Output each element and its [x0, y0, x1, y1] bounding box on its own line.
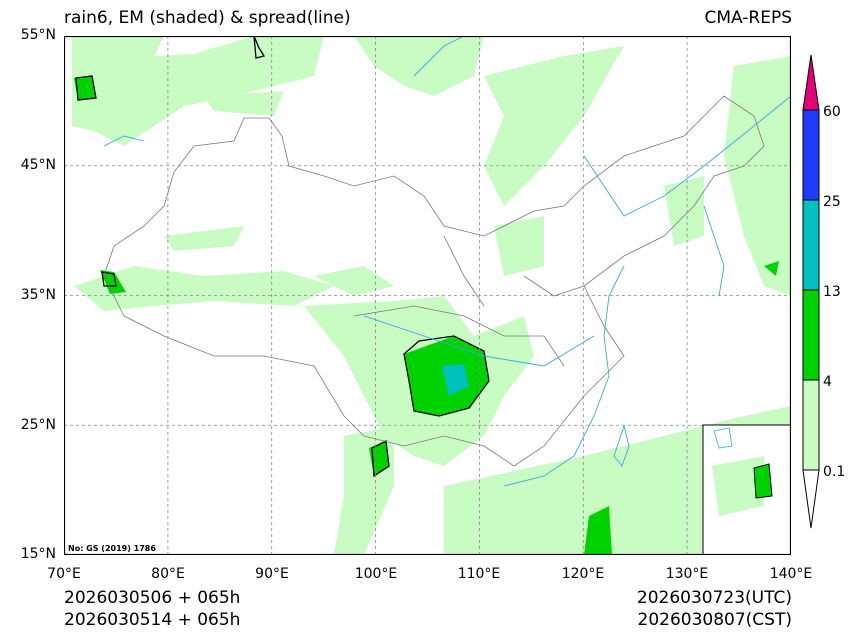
lon-tick-70: 70°E [47, 566, 81, 582]
valid-time-utc: 2026030723(UTC) [636, 588, 792, 608]
colorbar-tick-4: 4 [823, 374, 832, 390]
south-china-sea-inset [702, 424, 791, 555]
lat-tick-25: 25°N [20, 417, 56, 433]
rain-heavy-shading [442, 364, 469, 396]
colorbar-tick-13: 13 [823, 284, 841, 300]
lat-tick-35: 35°N [20, 287, 56, 303]
map-approval-note: No: GS (2019) 1786 [68, 544, 156, 553]
lon-tick-140: 140°E [769, 566, 813, 582]
lon-tick-100: 100°E [354, 566, 398, 582]
valid-time-cst: 2026030807(CST) [637, 610, 792, 630]
lat-tick-45: 45°N [20, 157, 56, 173]
precipitation-map: No: GS (2019) 1786 [64, 36, 791, 555]
lon-tick-80: 80°E [151, 566, 185, 582]
colorbar-tick-0-1: 0.1 [823, 464, 846, 480]
spread-contours [75, 36, 490, 478]
init-time-utc: 2026030506 + 065h [64, 588, 241, 608]
colorbar-tick-25: 25 [823, 194, 841, 210]
colorbar [802, 54, 820, 529]
colorbar-tick-60: 60 [823, 104, 841, 120]
country-borders [103, 95, 765, 467]
graticule [64, 36, 791, 555]
init-time-cst: 2026030514 + 065h [64, 610, 241, 630]
model-source-label: CMA-REPS [704, 8, 792, 28]
lat-tick-55: 55°N [20, 27, 56, 43]
coastlines-rivers [103, 36, 791, 487]
lat-tick-15: 15°N [20, 546, 56, 562]
lon-tick-110: 110°E [457, 566, 501, 582]
chart-title: rain6, EM (shaded) & spread(line) [64, 8, 351, 28]
lon-tick-130: 130°E [665, 566, 709, 582]
lon-tick-90: 90°E [255, 566, 289, 582]
lon-tick-120: 120°E [561, 566, 605, 582]
